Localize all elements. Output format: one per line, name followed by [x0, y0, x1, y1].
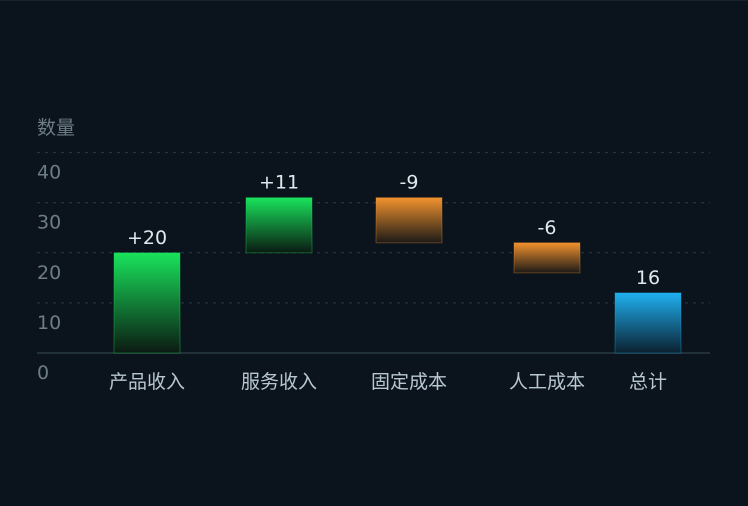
bar-2	[245, 197, 313, 254]
data-label-5: 16	[636, 267, 660, 289]
data-label-1: +20	[127, 227, 167, 249]
y-tick-label: 20	[37, 262, 61, 284]
y-tick-label: 0	[37, 362, 49, 384]
x-tick-label-2: 服务收入	[241, 371, 317, 393]
data-label-2: +11	[259, 172, 299, 194]
bar-1	[113, 252, 181, 354]
bar-5	[614, 292, 682, 354]
y-tick-label: 30	[37, 212, 61, 234]
y-tick-label: 10	[37, 312, 61, 334]
x-tick-label-4: 人工成本	[509, 371, 585, 393]
x-tick-label-1: 产品收入	[109, 371, 185, 393]
x-tick-label-3: 固定成本	[371, 371, 447, 393]
bar-3	[375, 197, 443, 244]
x-tick-label-5: 总计	[629, 371, 667, 393]
y-tick-label: 40	[37, 162, 61, 184]
data-label-4: -6	[538, 217, 557, 239]
y-axis-label: 数量	[37, 117, 75, 139]
data-label-3: -9	[400, 172, 419, 194]
bar-4	[513, 242, 581, 274]
